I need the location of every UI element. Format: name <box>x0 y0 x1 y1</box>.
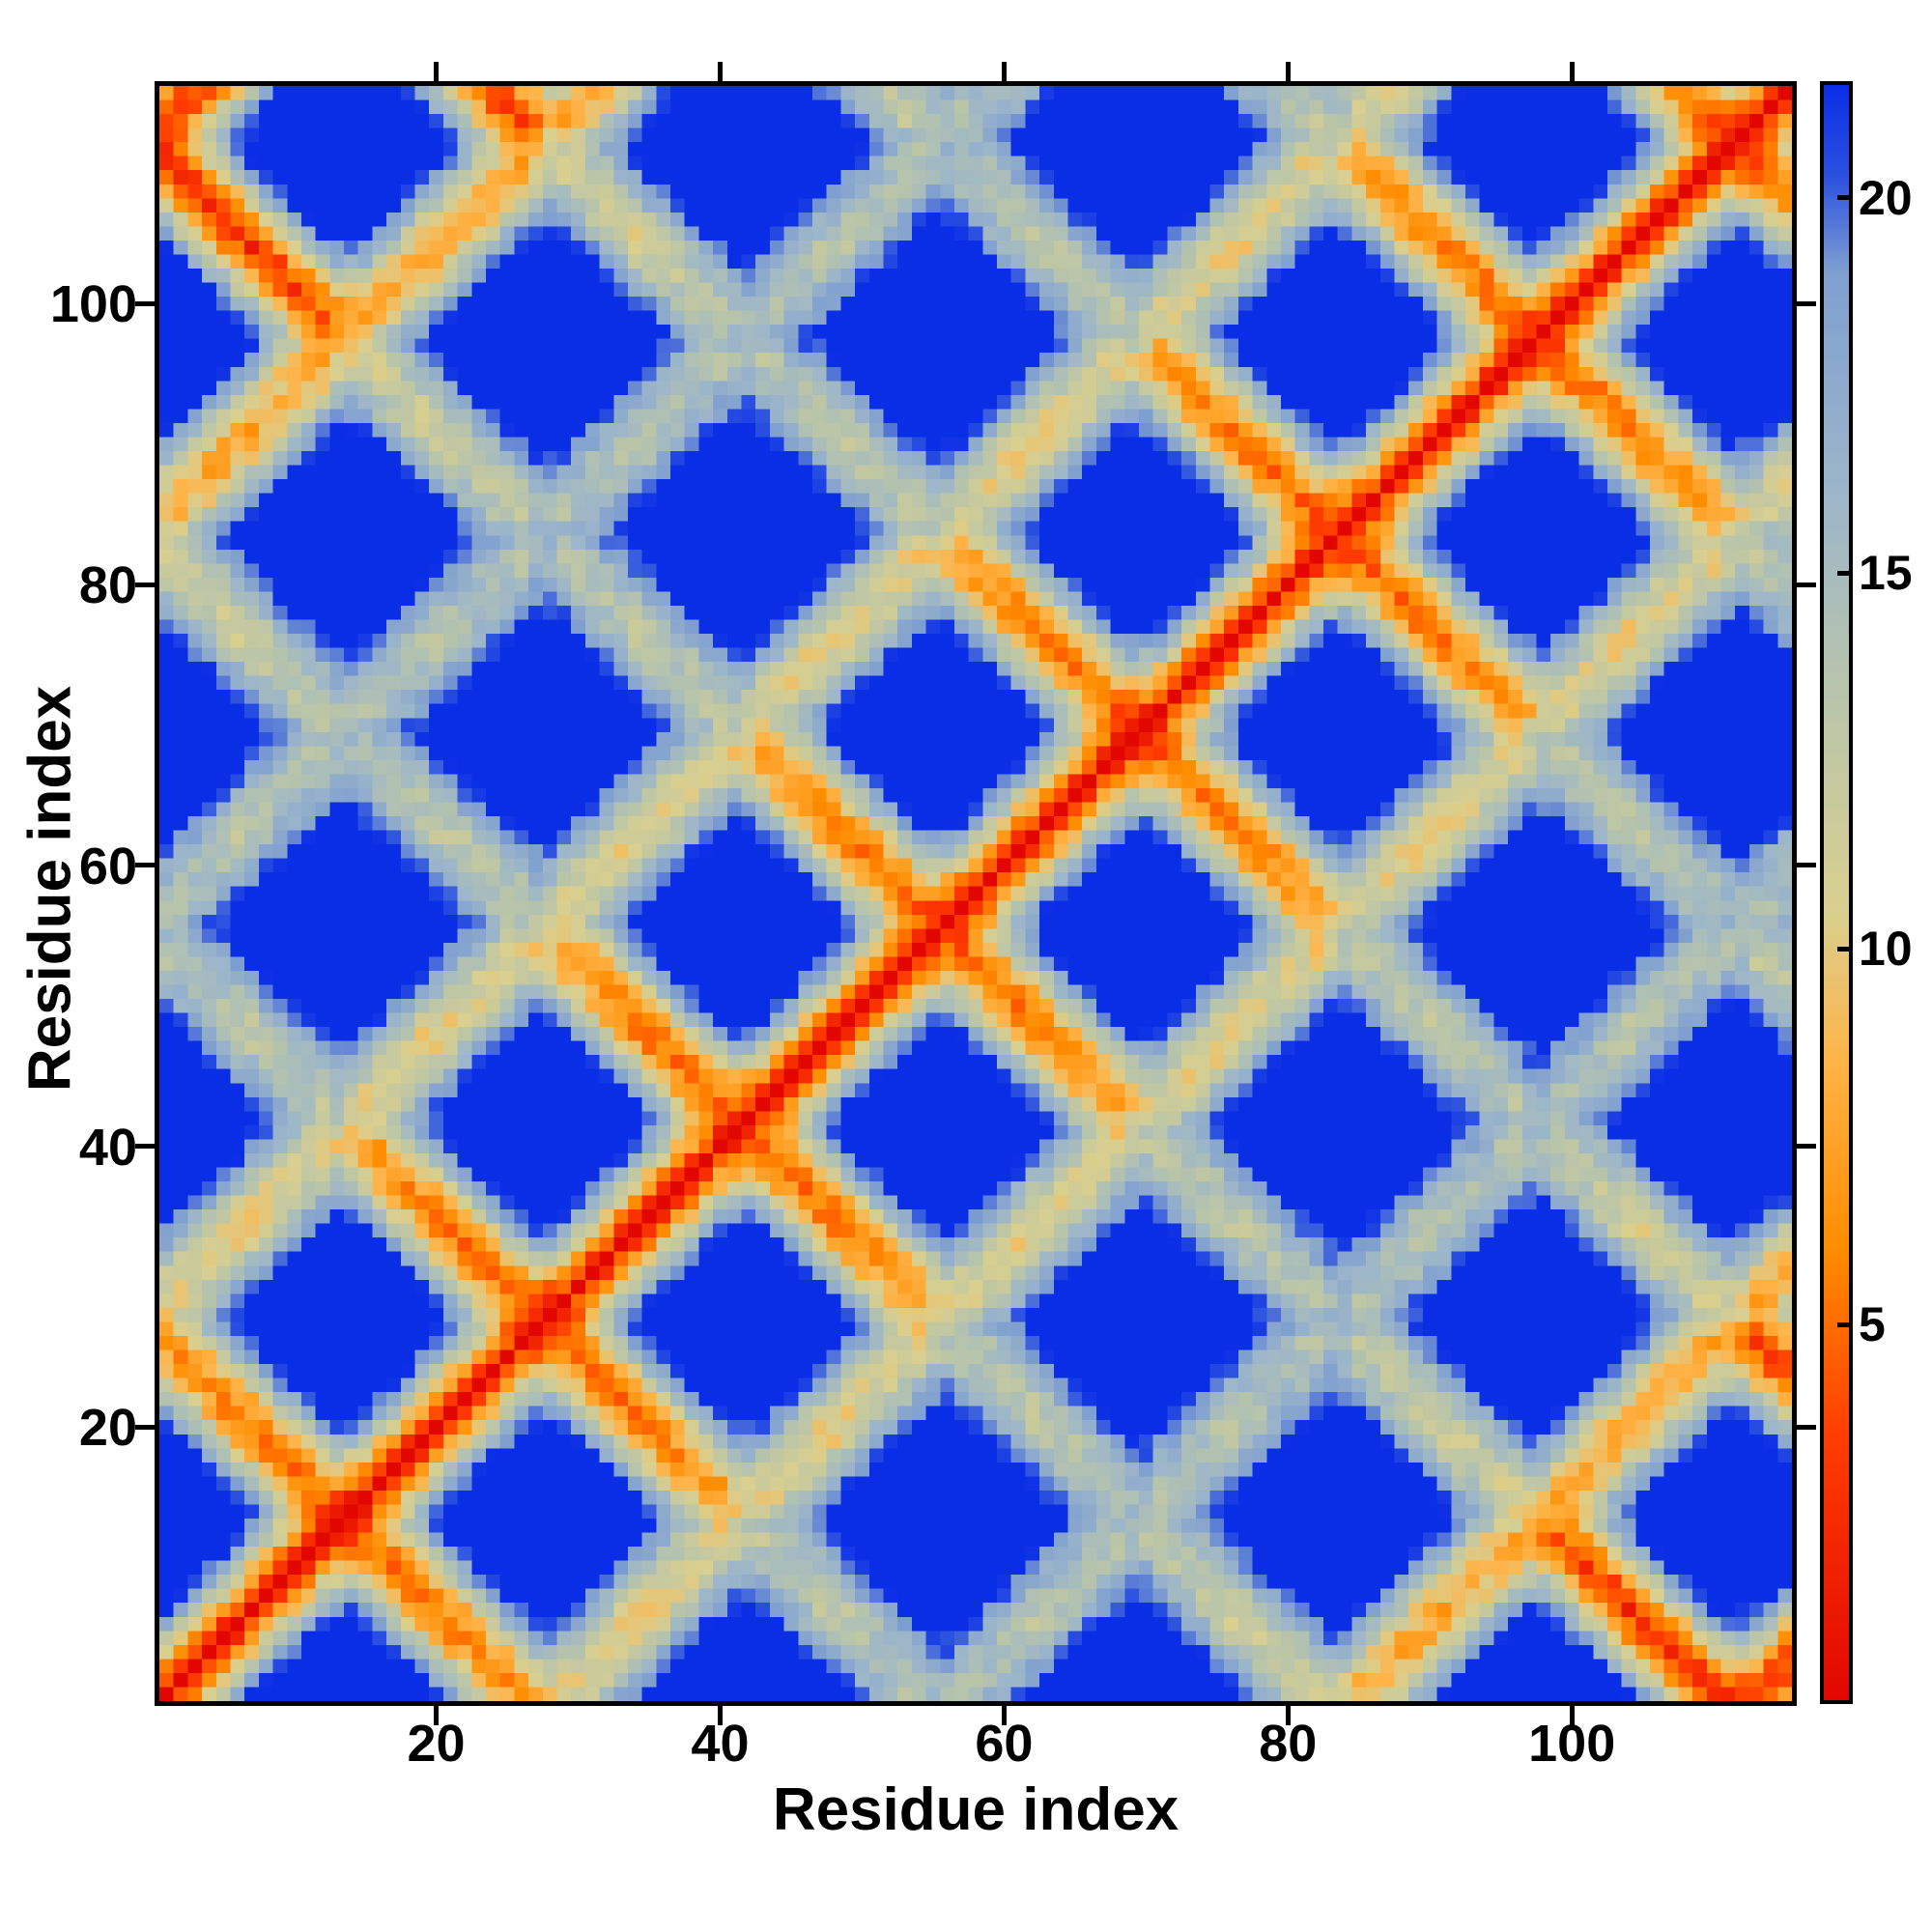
x-tick-mark <box>717 1706 723 1725</box>
y-tick-mark <box>135 1144 155 1150</box>
x-top-tick-mark <box>1569 62 1575 81</box>
colorbar-gradient <box>1824 85 1849 1700</box>
heatmap-canvas <box>159 86 1792 1701</box>
x-tick-mark <box>1569 1706 1575 1725</box>
x-tick-label: 40 <box>691 1715 750 1773</box>
colorbar-tick-label: 15 <box>1859 546 1913 601</box>
x-tick-label: 20 <box>407 1715 466 1773</box>
x-axis-label: Residue index <box>772 1776 1179 1843</box>
colorbar-tick-mark <box>1837 570 1853 576</box>
y-right-tick-mark <box>1797 1424 1816 1430</box>
x-tick-mark <box>1285 1706 1291 1725</box>
x-top-tick-mark <box>717 62 723 81</box>
y-right-tick-mark <box>1797 582 1816 587</box>
colorbar-tick-label: 5 <box>1859 1297 1886 1352</box>
x-top-tick-mark <box>1001 62 1007 81</box>
colorbar-tick-mark <box>1837 946 1853 952</box>
colorbar-tick-mark <box>1837 1321 1853 1327</box>
heatmap-plot <box>155 81 1797 1706</box>
colorbar-tick-label: 10 <box>1859 922 1913 977</box>
x-top-tick-mark <box>1285 62 1291 81</box>
x-tick-label: 60 <box>975 1715 1034 1773</box>
colorbar-tick-mark <box>1837 195 1853 201</box>
y-right-tick-mark <box>1797 1144 1816 1150</box>
y-tick-mark <box>135 582 155 587</box>
x-tick-mark <box>434 1706 440 1725</box>
y-tick-label: 100 <box>49 275 137 334</box>
y-right-tick-mark <box>1797 863 1816 868</box>
colorbar-tick-label: 20 <box>1859 170 1913 225</box>
y-tick-label: 80 <box>78 556 137 615</box>
y-tick-label: 20 <box>78 1399 137 1458</box>
y-tick-mark <box>135 300 155 306</box>
y-tick-label: 60 <box>78 837 137 895</box>
y-tick-label: 40 <box>78 1118 137 1177</box>
y-tick-mark <box>135 1424 155 1430</box>
x-tick-label: 100 <box>1528 1715 1616 1773</box>
x-tick-label: 80 <box>1259 1715 1318 1773</box>
colorbar <box>1820 81 1853 1704</box>
y-tick-mark <box>135 863 155 868</box>
x-top-tick-mark <box>434 62 440 81</box>
x-tick-mark <box>1001 1706 1007 1725</box>
y-right-tick-mark <box>1797 300 1816 306</box>
